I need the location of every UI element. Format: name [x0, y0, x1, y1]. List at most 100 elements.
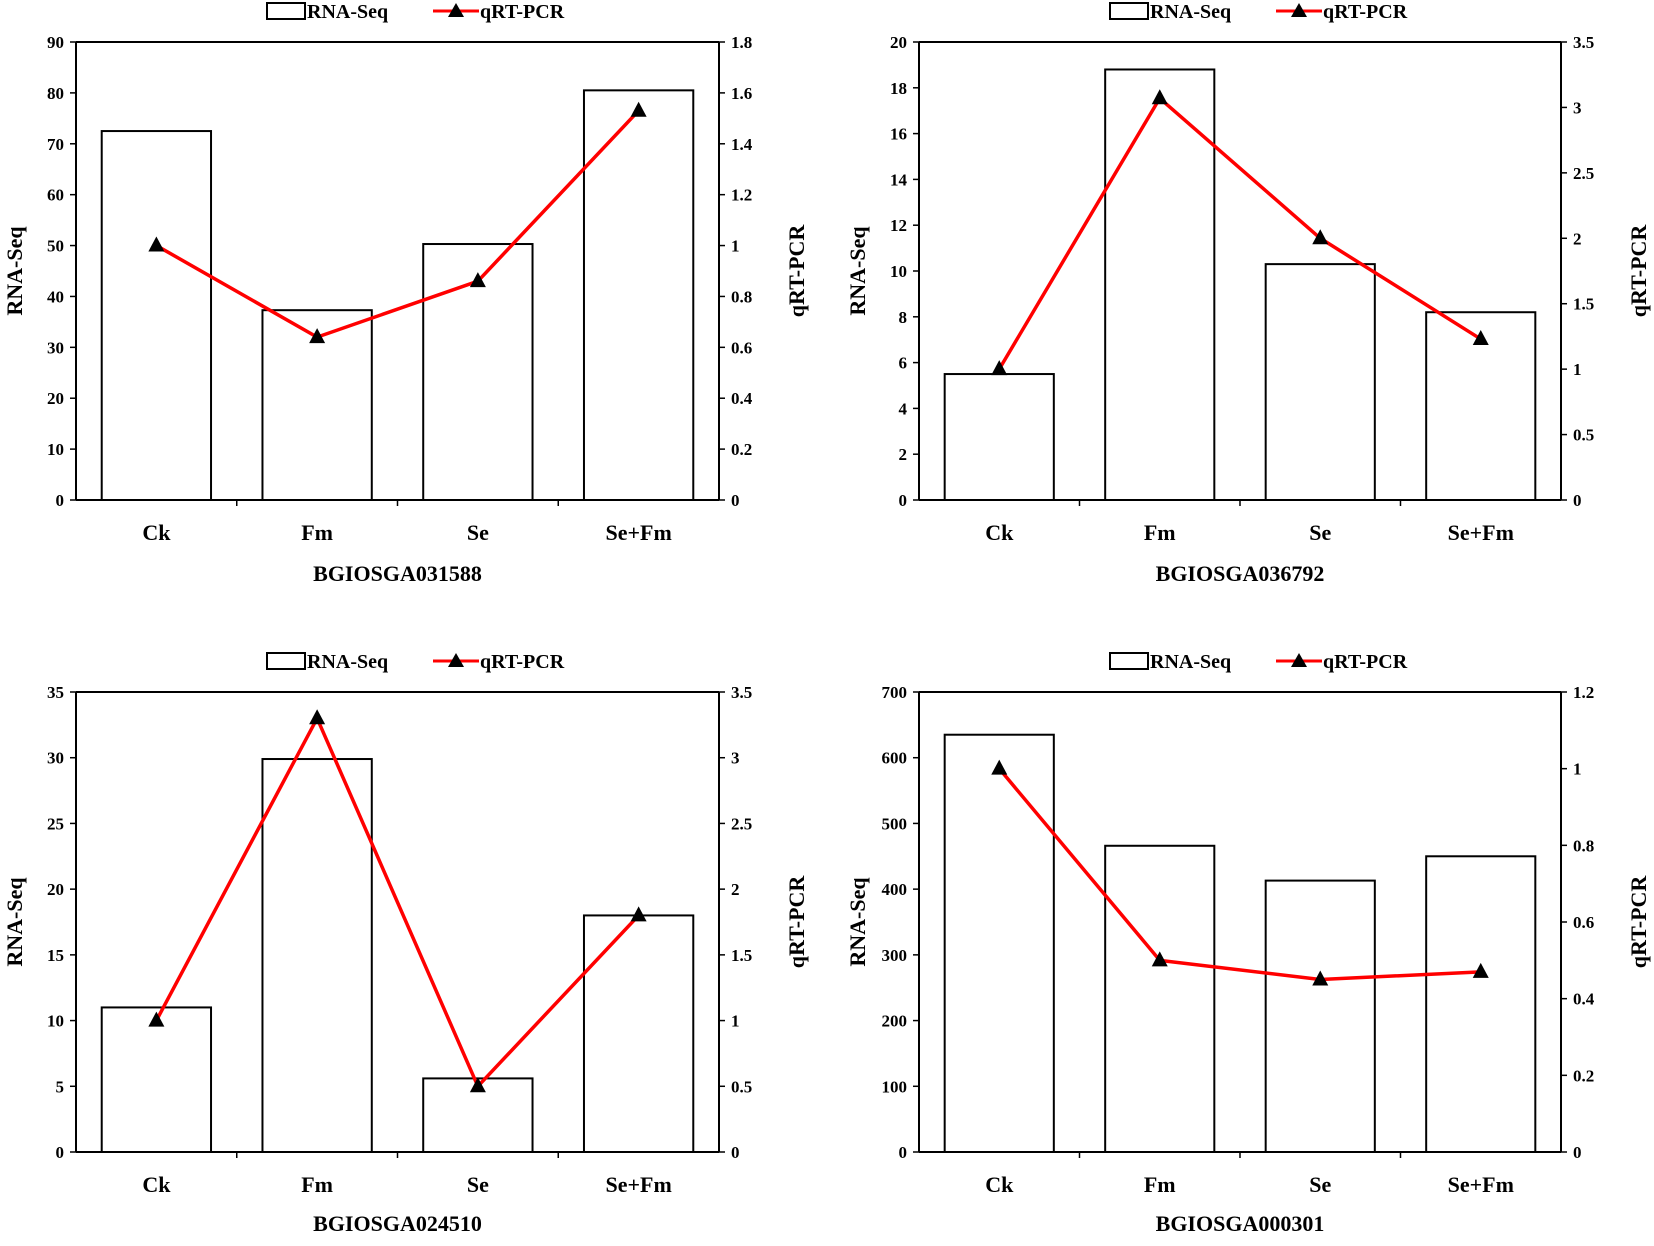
y-tick-label: 60 [47, 186, 64, 205]
chart-panel-2: RNA-Seq qRT-PCR 0 2 4 6 8 10 12 14 16 18 20 0 0.5 1 1.5 2… [845, 1, 1651, 586]
chart-title: BGIOSGA024510 [313, 1211, 482, 1236]
y2-tick-label: 0 [731, 491, 740, 510]
y-tick-label: 500 [882, 814, 908, 833]
chart-title: BGIOSGA031588 [313, 561, 482, 586]
y-tick-label: 0 [899, 491, 908, 510]
bar-fm [1104, 844, 1216, 1153]
bar-ck [943, 733, 1055, 1153]
bar-se [422, 243, 534, 501]
y2-tick-label: 0.5 [1573, 426, 1594, 445]
y2-tick-label: 1.5 [731, 946, 752, 965]
y2-tick-label: 0 [731, 1143, 740, 1162]
y-tick-label: 8 [899, 308, 908, 327]
y2-tick-label: 3 [731, 749, 740, 768]
y-tick-label: 20 [890, 33, 907, 52]
x-tick-label: Se [467, 1172, 489, 1197]
y2-tick-label: 0.5 [731, 1077, 752, 1096]
x-tick-label: Fm [301, 520, 333, 545]
y-tick-label: 35 [47, 683, 64, 702]
x-tick-label: Ck [142, 1172, 171, 1197]
y-tick-label: 4 [899, 399, 908, 418]
legend-marker [448, 653, 464, 667]
line-point-se [469, 1077, 486, 1093]
line-series-qrt-pcr [154, 716, 640, 1089]
y-tick-label: 0 [56, 491, 65, 510]
y-axis-label: RNA-Seq [2, 877, 27, 967]
bar-ck [100, 130, 213, 502]
y-tick-label: 300 [882, 946, 908, 965]
y-tick-label: 0 [899, 1143, 908, 1162]
y2-tick-label: 0.6 [731, 338, 752, 357]
y-tick-label: 6 [899, 354, 908, 373]
bar-se [422, 1077, 534, 1154]
bar-se-fm [582, 89, 695, 501]
y2-axis-label: qRT-PCR [1626, 875, 1651, 969]
x-tick-label: Ck [985, 520, 1014, 545]
legend-swatch-bar [266, 652, 306, 670]
y2-tick-label: 3.5 [731, 683, 752, 702]
y-tick-label: 90 [47, 33, 64, 52]
line-series-qrt-pcr [997, 96, 1482, 371]
y2-axis-label: qRT-PCR [1626, 224, 1651, 318]
y2-tick-label: 1.2 [731, 186, 752, 205]
chart-panel-4: RNA-Seq qRT-PCR 0 100 200 300 400 500 600 700 0 0.2… [845, 651, 1651, 1236]
line-point-se-fm [1472, 962, 1489, 978]
bar-fm [1104, 68, 1216, 501]
y-tick-label: 30 [47, 749, 64, 768]
legend-swatch-bar [1109, 652, 1149, 670]
line-point-fm [1151, 89, 1168, 105]
line-point-fm [309, 328, 326, 344]
y2-tick-label: 1.8 [731, 33, 752, 52]
chart-title: BGIOSGA000301 [1156, 1211, 1325, 1236]
y2-tick-label: 1.6 [731, 84, 752, 103]
y-tick-label: 700 [882, 683, 908, 702]
y-tick-label: 20 [47, 389, 64, 408]
x-tick-label: Se [1309, 520, 1331, 545]
y2-tick-label: 0.2 [1573, 1066, 1594, 1085]
y-tick-label: 2 [899, 445, 908, 464]
y2-tick-label: 0.4 [731, 389, 753, 408]
y-tick-label: 30 [47, 338, 64, 357]
x-tick-label: Ck [985, 1172, 1014, 1197]
y-tick-label: 20 [47, 880, 64, 899]
line-point-ck [991, 360, 1008, 376]
line-point-se-fm [630, 101, 647, 117]
chart-title: BGIOSGA036792 [1156, 561, 1325, 586]
line-point-se-fm [1472, 330, 1489, 346]
y2-tick-label: 1 [731, 237, 740, 256]
y2-axis-label: qRT-PCR [784, 875, 809, 969]
legend-swatch-bar [266, 2, 306, 20]
bar-ck [100, 1006, 213, 1154]
y-tick-label: 200 [882, 1012, 908, 1031]
y2-tick-label: 1.5 [1573, 295, 1594, 314]
legend-label-line: qRT-PCR [480, 1, 565, 23]
y-tick-label: 5 [56, 1077, 65, 1096]
y-tick-label: 70 [47, 135, 64, 154]
x-tick-label: Fm [1144, 1172, 1176, 1197]
line-series-qrt-pcr [155, 109, 640, 339]
line-point-ck [148, 1011, 165, 1027]
bar-se-fm [1425, 855, 1537, 1153]
y2-tick-label: 1 [1573, 360, 1582, 379]
y-tick-label: 12 [890, 216, 907, 235]
y-axis-label: RNA-Seq [845, 226, 870, 316]
y-tick-label: 25 [47, 814, 64, 833]
legend-swatch-bar [1109, 2, 1149, 20]
x-tick-label: Ck [142, 520, 171, 545]
x-tick-label: Se+Fm [605, 520, 671, 545]
y2-tick-label: 0 [1573, 491, 1582, 510]
y-tick-label: 50 [47, 237, 64, 256]
y-tick-label: 14 [890, 170, 908, 189]
x-tick-label: Fm [301, 1172, 333, 1197]
legend: RNA-Seq qRT-PCR [266, 1, 565, 23]
y2-tick-label: 0.6 [1573, 913, 1594, 932]
y2-tick-label: 1.4 [731, 135, 753, 154]
y-tick-label: 40 [47, 287, 64, 306]
y2-tick-label: 0.4 [1573, 990, 1595, 1009]
y2-tick-label: 3 [1573, 98, 1582, 117]
line-point-fm [1151, 951, 1168, 967]
y2-tick-label: 1.2 [1573, 683, 1594, 702]
line-point-ck [991, 759, 1008, 775]
y2-tick-label: 2.5 [1573, 164, 1594, 183]
